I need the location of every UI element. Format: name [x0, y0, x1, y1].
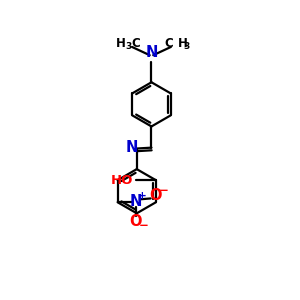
Text: H: H — [178, 37, 188, 50]
Text: 3: 3 — [183, 42, 190, 51]
Text: 3: 3 — [126, 42, 132, 51]
Text: O: O — [130, 214, 142, 229]
Text: N: N — [125, 140, 138, 154]
Text: HO: HO — [111, 174, 133, 187]
Text: N: N — [130, 194, 142, 209]
Text: N: N — [145, 46, 158, 61]
Text: −: − — [139, 219, 149, 232]
Text: C: C — [131, 37, 140, 50]
Text: O: O — [149, 188, 162, 203]
Text: +: + — [138, 191, 147, 201]
Text: H: H — [116, 37, 126, 50]
Text: C: C — [164, 37, 173, 50]
Text: −: − — [159, 184, 169, 197]
